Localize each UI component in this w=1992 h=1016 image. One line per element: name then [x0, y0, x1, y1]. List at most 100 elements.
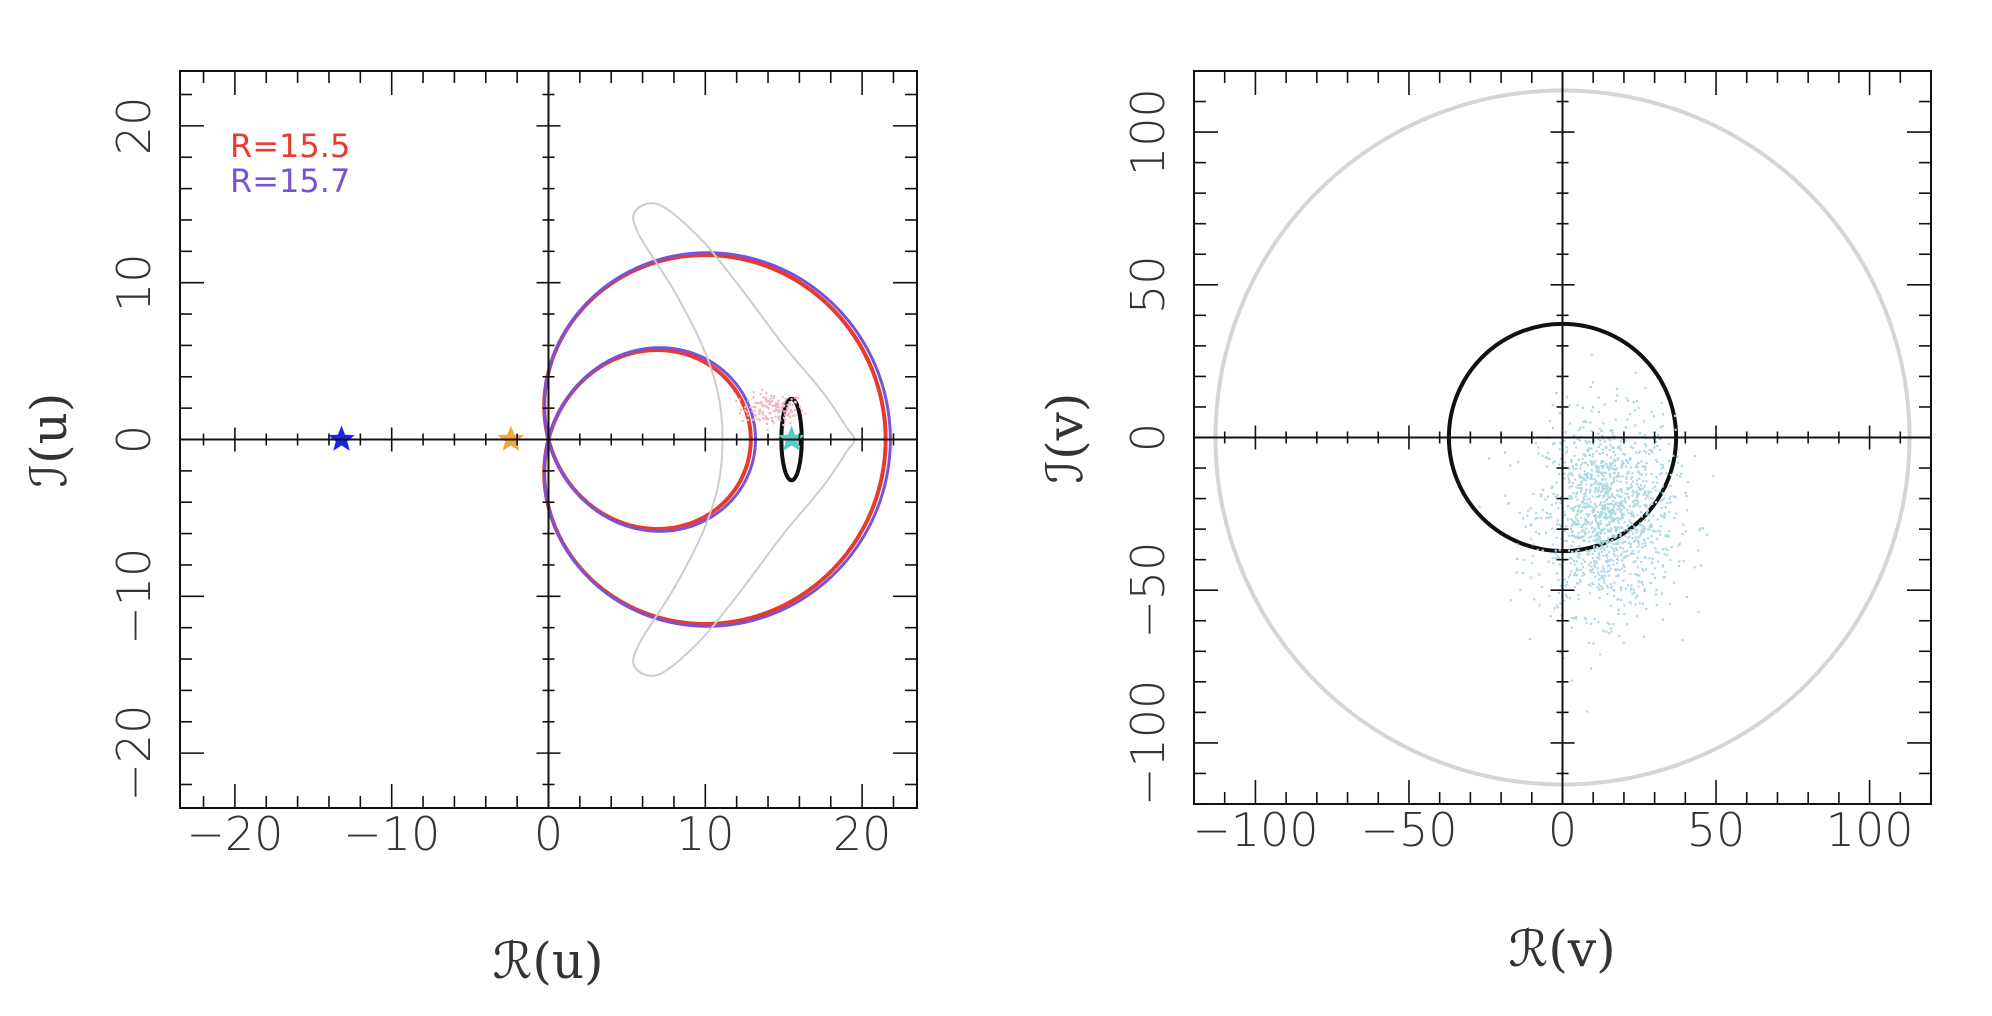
scatter-point — [1588, 592, 1591, 595]
scatter-point — [1612, 446, 1615, 449]
scatter-point — [1634, 536, 1637, 539]
scatter-point — [1613, 459, 1617, 463]
scatter-point — [1573, 521, 1576, 524]
scatter-point — [1620, 463, 1623, 466]
scatter-point — [1616, 528, 1619, 531]
scatter-point — [1609, 586, 1612, 589]
scatter-point — [1600, 522, 1603, 525]
scatter-point — [1598, 554, 1601, 557]
scatter-point — [1612, 504, 1615, 507]
scatter-point — [1607, 503, 1610, 506]
scatter-point — [1588, 553, 1591, 556]
scatter-point — [1644, 466, 1647, 469]
scatter-point — [1641, 542, 1644, 545]
scatter-point — [1604, 485, 1607, 488]
scatter-point — [1565, 525, 1568, 528]
scatter-point — [1571, 497, 1574, 500]
scatter-point — [760, 403, 764, 406]
scatter-point — [1660, 467, 1663, 470]
scatter-point — [1616, 475, 1619, 479]
scatter-point — [1522, 517, 1525, 520]
scatter-point — [1618, 634, 1621, 637]
left-plot-ticks — [180, 71, 917, 808]
scatter-point — [1623, 529, 1626, 532]
scatter-point — [1588, 540, 1591, 543]
scatter-point — [1570, 544, 1573, 547]
scatter-point — [1604, 478, 1607, 481]
scatter-point — [1571, 507, 1574, 510]
scatter-point — [1652, 415, 1656, 418]
scatter-point — [1682, 559, 1685, 563]
scatter-point — [1478, 506, 1481, 509]
scatter-point — [1585, 462, 1588, 465]
scatter-point — [1582, 539, 1585, 542]
scatter-point — [1602, 568, 1605, 571]
scatter-point — [1656, 444, 1659, 447]
scatter-point — [1626, 528, 1629, 531]
scatter-point — [1579, 463, 1583, 467]
scatter-point — [1574, 516, 1577, 519]
scatter-point — [1585, 527, 1588, 530]
scatter-point — [759, 401, 762, 405]
scatter-point — [1638, 505, 1642, 508]
scatter-point — [1630, 483, 1633, 486]
scatter-point — [1580, 488, 1583, 491]
scatter-point — [1675, 512, 1678, 515]
scatter-point — [1639, 522, 1642, 525]
scatter-point — [1575, 486, 1578, 489]
scatter-point — [1618, 446, 1621, 449]
scatter-point — [1537, 446, 1540, 449]
scatter-point — [1608, 449, 1611, 452]
scatter-point — [1643, 635, 1646, 639]
scatter-point — [1633, 591, 1636, 594]
scatter-point — [1570, 485, 1573, 488]
scatter-point — [1610, 502, 1613, 505]
scatter-point — [1613, 506, 1616, 509]
scatter-point — [1577, 458, 1580, 461]
scatter-point — [1607, 496, 1610, 499]
scatter-point — [1571, 482, 1574, 485]
scatter-point — [1645, 504, 1648, 507]
scatter-point — [1590, 429, 1593, 432]
scatter-point — [1646, 490, 1649, 493]
scatter-point — [1578, 476, 1581, 479]
scatter-point — [1530, 562, 1533, 565]
scatter-point — [1616, 457, 1620, 460]
scatter-point — [1617, 494, 1620, 497]
scatter-point — [1630, 485, 1633, 488]
scatter-point — [1619, 533, 1622, 536]
scatter-point — [1585, 549, 1588, 552]
scatter-point — [1625, 481, 1628, 484]
scatter-point — [1530, 538, 1533, 541]
scatter-point — [1613, 477, 1616, 480]
scatter-point — [746, 419, 749, 422]
scatter-point — [1597, 536, 1600, 539]
scatter-point — [1582, 528, 1585, 531]
scatter-point — [1570, 517, 1573, 521]
scatter-point — [1583, 502, 1586, 505]
scatter-point — [1643, 420, 1646, 423]
scatter-point — [769, 401, 772, 404]
scatter-point — [1616, 479, 1619, 482]
scatter-cloud — [1478, 353, 1715, 713]
scatter-point — [754, 401, 757, 404]
scatter-point — [1604, 503, 1607, 506]
scatter-point — [779, 419, 782, 422]
scatter-point — [1603, 501, 1606, 504]
scatter-point — [1651, 502, 1654, 505]
scatter-point — [1667, 535, 1670, 538]
scatter-point — [1604, 506, 1607, 509]
scatter-point — [1640, 524, 1643, 527]
scatter-point — [1563, 472, 1566, 475]
right-y-axis-label: ℐ(v) — [1036, 393, 1094, 484]
left-plot: −20 −10 0 10 20 −20 −10 0 10 20 R=15.5 R=15.7 ℛ(… — [20, 70, 918, 990]
scatter-point — [1595, 505, 1598, 508]
scatter-point — [1672, 495, 1675, 498]
scatter-point — [1547, 516, 1550, 519]
scatter-point — [1612, 450, 1615, 453]
scatter-point — [1661, 548, 1664, 551]
scatter-point — [1644, 544, 1647, 547]
scatter-point — [1617, 504, 1620, 508]
scatter-point — [1544, 531, 1548, 534]
scatter-point — [1562, 510, 1565, 513]
